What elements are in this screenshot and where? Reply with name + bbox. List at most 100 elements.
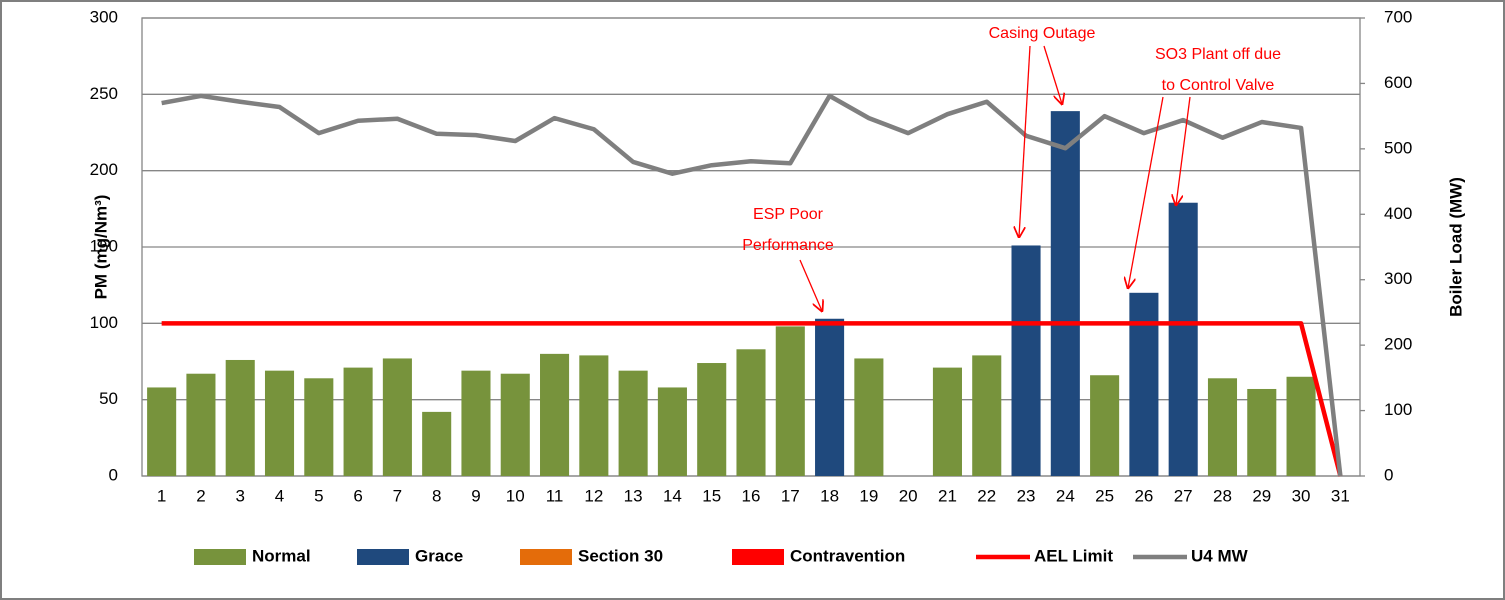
x-tick-label: 18 [820, 486, 839, 505]
x-tick-label: 9 [471, 486, 480, 505]
x-tick-label: 6 [353, 486, 362, 505]
x-tick-label: 21 [938, 486, 957, 505]
y-tick-label: 200 [90, 160, 118, 179]
x-tick-label: 20 [899, 486, 918, 505]
bar [697, 363, 727, 476]
bar [1207, 378, 1238, 476]
bar [147, 387, 177, 476]
x-tick-label: 10 [506, 486, 525, 505]
bar [304, 378, 334, 476]
x-tick-label: 12 [584, 486, 603, 505]
bar [775, 326, 805, 476]
annotation: Performance [742, 237, 834, 254]
x-tick-label: 5 [314, 486, 323, 505]
bar [972, 355, 1002, 476]
y2-tick-label: 600 [1384, 73, 1412, 92]
x-tick-label: 31 [1331, 486, 1350, 505]
bar [1090, 375, 1120, 476]
bar [540, 353, 570, 476]
y2-tick-label: 400 [1384, 204, 1412, 223]
legend-swatch [520, 549, 572, 565]
bar [932, 367, 962, 476]
x-tick-label: 15 [702, 486, 721, 505]
bar [1050, 111, 1080, 477]
legend-label: Normal [252, 546, 311, 565]
y-axis-label: PM (mg/Nm³) [91, 195, 110, 300]
bar [186, 373, 216, 476]
x-tick-label: 3 [235, 486, 244, 505]
bar [1129, 292, 1159, 476]
legend-label: AEL Limit [1034, 546, 1113, 565]
x-tick-label: 26 [1134, 486, 1153, 505]
bar [1011, 245, 1041, 476]
x-tick-label: 2 [196, 486, 205, 505]
x-tick-label: 14 [663, 486, 682, 505]
line-series [161, 321, 1343, 477]
bar [618, 370, 648, 476]
y2-tick-label: 100 [1384, 400, 1412, 419]
y-tick-label: 0 [109, 465, 118, 484]
legend-swatch [732, 549, 784, 565]
annotation-arrow [1019, 45, 1031, 237]
legend-label: U4 MW [1191, 546, 1249, 565]
annotation-arrow [1176, 96, 1191, 205]
legend-label: Section 30 [578, 546, 663, 565]
x-tick-label: 7 [393, 486, 402, 505]
x-tick-label: 13 [624, 486, 643, 505]
y2-axis-label: Boiler Load (MW) [1446, 177, 1465, 317]
annotation-arrow [1128, 96, 1164, 288]
annotation-arrow [799, 259, 822, 311]
annotation-arrow [1043, 45, 1062, 104]
annotation: to Control Valve [1162, 77, 1275, 94]
y-tick-label: 300 [90, 7, 118, 26]
bar [382, 358, 412, 476]
bar [1286, 376, 1316, 476]
x-tick-label: 30 [1292, 486, 1311, 505]
x-tick-label: 22 [977, 486, 996, 505]
x-tick-label: 8 [432, 486, 441, 505]
legend-label: Contravention [790, 546, 905, 565]
bar [579, 355, 609, 476]
annotation: SO3 Plant off due [1155, 46, 1281, 63]
bar [1168, 202, 1198, 476]
x-tick-label: 29 [1252, 486, 1271, 505]
bar [1247, 388, 1277, 476]
x-tick-label: 16 [742, 486, 761, 505]
x-tick-label: 27 [1174, 486, 1193, 505]
x-tick-label: 25 [1095, 486, 1114, 505]
y2-tick-label: 700 [1384, 7, 1412, 26]
annotation: Casing Outage [989, 25, 1096, 42]
annotation: ESP Poor [753, 206, 824, 223]
bar [815, 318, 845, 476]
x-tick-label: 23 [1017, 486, 1036, 505]
legend-swatch [194, 549, 246, 565]
x-tick-label: 19 [859, 486, 878, 505]
bar [657, 387, 687, 476]
x-tick-label: 24 [1056, 486, 1075, 505]
x-tick-label: 11 [546, 486, 564, 505]
x-tick-label: 4 [275, 486, 284, 505]
y-tick-label: 50 [99, 389, 118, 408]
bar [500, 373, 530, 476]
y2-tick-label: 500 [1384, 138, 1412, 157]
y-tick-label: 100 [90, 313, 118, 332]
bar [422, 411, 452, 476]
y-tick-label: 150 [90, 236, 118, 255]
y-tick-label: 250 [90, 84, 118, 103]
bar [264, 370, 295, 476]
bar [736, 349, 766, 476]
bar [461, 370, 491, 476]
y2-tick-label: 300 [1384, 269, 1412, 288]
legend-swatch [357, 549, 409, 565]
y2-tick-label: 0 [1384, 465, 1393, 484]
bar [343, 367, 373, 476]
bar [854, 358, 884, 476]
x-tick-label: 1 [157, 486, 166, 505]
line-series [161, 93, 1343, 477]
legend-label: Grace [415, 546, 463, 565]
bar [225, 359, 255, 476]
y2-tick-label: 200 [1384, 335, 1412, 354]
